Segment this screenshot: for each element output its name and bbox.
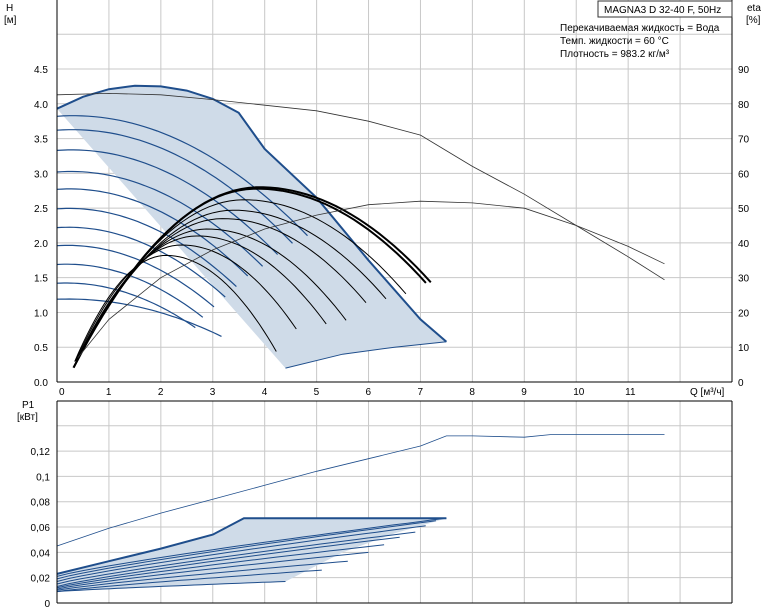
hq-curve xyxy=(56,244,215,308)
x-tick-label: 7 xyxy=(417,387,423,398)
y-right-tick-label: 90 xyxy=(738,65,750,76)
power-curve xyxy=(56,581,286,593)
y-axis-title-h: H xyxy=(6,3,13,14)
power-curve xyxy=(56,560,348,591)
efficiency-curve xyxy=(77,218,367,359)
y-tick-label: 0,02 xyxy=(31,574,51,585)
top-envelope-fill xyxy=(57,85,447,369)
hq-curve xyxy=(56,226,226,298)
title-frame xyxy=(597,0,733,18)
y-tick-label: 0,12 xyxy=(31,447,51,458)
y-tick-label: 0,06 xyxy=(31,523,51,534)
power-overall-curve xyxy=(56,434,665,547)
power-curve xyxy=(56,517,447,577)
y-right-tick-label: 40 xyxy=(738,239,750,250)
y-tick-label: 2.0 xyxy=(34,239,48,250)
power-max-curve xyxy=(56,517,447,575)
y-tick-label: 4.0 xyxy=(34,100,48,111)
power-curve xyxy=(56,544,385,589)
efficiency-curve xyxy=(74,254,277,362)
power-curve xyxy=(56,569,322,593)
power-curve xyxy=(56,536,400,587)
y-tick-label: 0.0 xyxy=(34,378,48,389)
bottom-plot-curves xyxy=(56,434,665,593)
y-right-tick-label: 80 xyxy=(738,100,750,111)
x-tick-label: 3 xyxy=(210,387,216,398)
top-plot-axes: 0 1 2 3 4 5 6 7 8 9 10 11 0.0 0.5 1.0 1.5 2.0 2.5 3.0 3.5 4.… xyxy=(34,0,750,398)
max-speed-curve xyxy=(56,84,448,343)
y-tick-label: 3.0 xyxy=(34,169,48,180)
y-tick-label: 0.5 xyxy=(34,343,48,354)
x-tick-label: 5 xyxy=(314,387,320,398)
hq-curve xyxy=(56,207,237,288)
chart-title-box: MAGNA3 D 32-40 F, 50Hz xyxy=(597,0,733,18)
power-curve xyxy=(56,525,426,582)
x-tick-label: 2 xyxy=(158,387,164,398)
hq-curve xyxy=(56,298,222,337)
x-tick-label: 11 xyxy=(625,387,636,398)
y-tick-label: 2.5 xyxy=(34,204,48,215)
bottom-plot-grid xyxy=(57,401,733,603)
y-right-tick-label: 20 xyxy=(738,308,750,319)
y-right-tick-label: 60 xyxy=(738,169,750,180)
hq-curve xyxy=(56,115,308,237)
x-tick-label: 8 xyxy=(469,387,475,398)
y-axis-unit-p1: [кВт] xyxy=(17,412,38,423)
y-tick-label: 1.5 xyxy=(34,274,48,285)
y-right-tick-label: 30 xyxy=(738,274,750,285)
hq-curve xyxy=(56,129,293,244)
y-tick-label: 1.0 xyxy=(34,308,48,319)
x-axis-title-q: Q [м³/ч] xyxy=(690,387,725,398)
bottom-plot-axes: 0 0,02 0,04 0,06 0,08 0,1 0,12 xyxy=(31,400,733,610)
y-axis-title-eta: eta xyxy=(747,3,761,14)
y-right-tick-label: 0 xyxy=(738,378,744,389)
power-operating-area xyxy=(57,518,447,592)
efficiency-curve xyxy=(77,228,347,359)
hq-curve xyxy=(56,282,196,329)
efficiency-curve xyxy=(75,244,297,362)
x-tick-label: 4 xyxy=(262,387,268,398)
bottom-envelope-fill xyxy=(57,518,447,592)
power-curve xyxy=(56,520,437,580)
eta-overall-curve xyxy=(77,200,665,358)
top-plot-curves xyxy=(56,84,665,369)
y-right-tick-label: 70 xyxy=(738,135,750,146)
note-liquid: Перекачиваемая жидкость = Вода xyxy=(560,23,720,34)
y-right-tick-label: 50 xyxy=(738,204,750,215)
x-tick-label: 1 xyxy=(106,387,112,398)
y-tick-label: 0,04 xyxy=(31,548,51,559)
x-tick-label: 6 xyxy=(366,387,372,398)
operating-area xyxy=(57,85,447,369)
y-axis-unit-h: [м] xyxy=(4,15,17,26)
y-tick-label: 0,08 xyxy=(31,498,51,509)
y-tick-label: 0,1 xyxy=(36,472,50,483)
y-tick-label: 3.5 xyxy=(34,135,48,146)
chart-title: MAGNA3 D 32-40 F, 50Hz xyxy=(604,5,721,16)
y-right-tick-label: 10 xyxy=(738,343,750,354)
power-curve xyxy=(56,531,416,585)
y-axis-title-p1: P1 xyxy=(22,400,35,411)
x-tick-label: 9 xyxy=(521,387,527,398)
hq-curve xyxy=(56,170,264,267)
y-tick-label: 4.5 xyxy=(34,65,48,76)
power-curve xyxy=(56,551,369,590)
min-speed-curve xyxy=(285,341,447,369)
y-axis-unit-eta: [%] xyxy=(746,15,761,26)
x-tick-label: 0 xyxy=(59,387,65,398)
x-tick-label: 10 xyxy=(573,387,585,398)
hq-curve xyxy=(56,188,249,277)
efficiency-curve xyxy=(76,235,327,360)
y-tick-label: 0 xyxy=(44,599,50,610)
note-density: Плотность = 983.2 кг/м³ xyxy=(560,49,670,60)
note-temperature: Темп. жидкости = 60 °C xyxy=(560,36,669,47)
hq-curve xyxy=(56,149,279,255)
